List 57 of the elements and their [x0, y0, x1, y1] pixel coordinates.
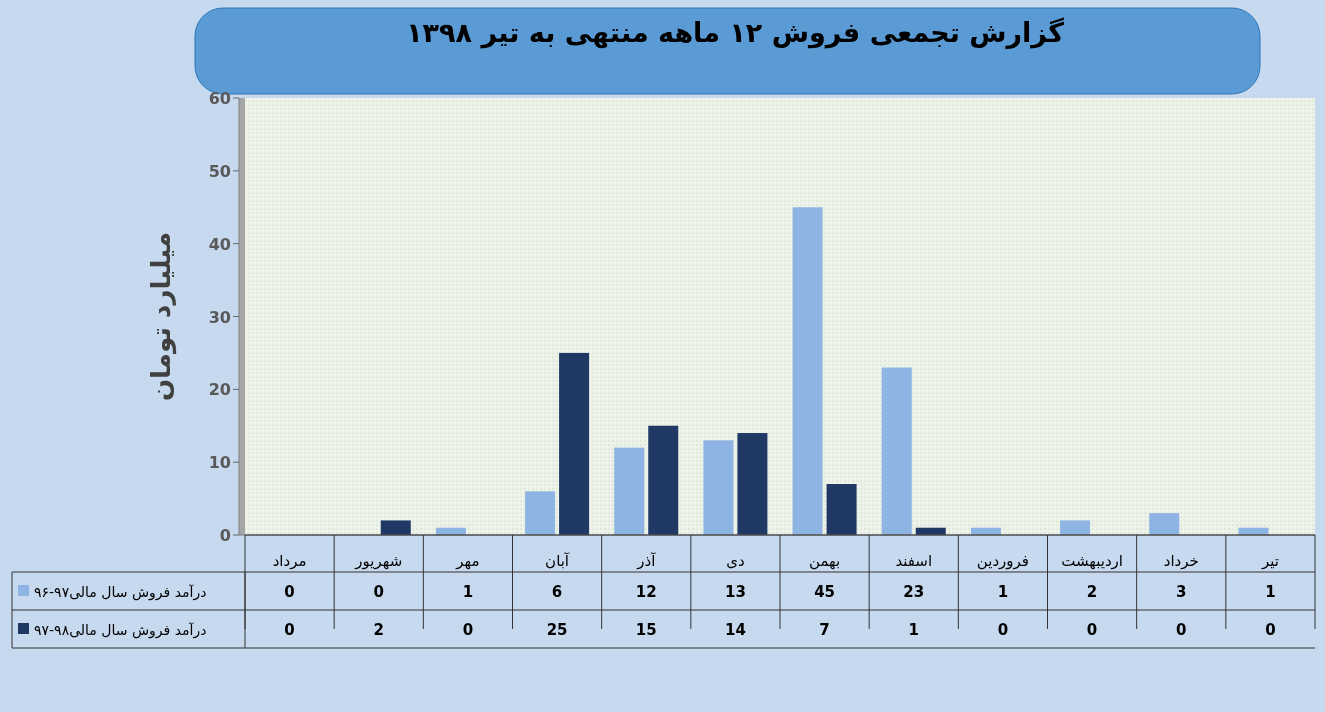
data-label: 0	[1176, 621, 1187, 639]
data-label: 1	[462, 583, 474, 601]
bar	[792, 207, 823, 535]
data-label: 1	[1265, 583, 1276, 601]
y-tick-label: 40	[208, 234, 231, 254]
data-label: 6	[551, 583, 563, 601]
data-label: 0	[462, 621, 474, 639]
data-label: 2	[1086, 583, 1098, 601]
data-label: 0	[373, 583, 384, 601]
bar	[1060, 520, 1091, 535]
x-tick-label: مرداد	[272, 552, 307, 570]
data-label: 25	[546, 621, 568, 639]
data-label: 13	[724, 583, 746, 601]
x-tick-label: اسفند	[895, 552, 933, 570]
bar	[380, 520, 411, 535]
x-tick-label: بهمن	[808, 552, 841, 570]
data-label: 0	[284, 621, 295, 639]
x-tick-label: آذر	[636, 552, 657, 570]
data-label: 45	[814, 583, 836, 601]
x-tick-label: آبان	[545, 552, 570, 570]
bar	[525, 491, 556, 535]
y-axis-title: میلیارد تومان	[146, 231, 177, 402]
bar	[648, 425, 679, 535]
x-tick-label: تیر	[1260, 552, 1279, 570]
bar	[737, 433, 768, 535]
data-label: 23	[903, 583, 925, 601]
x-tick-label: خرداد	[1163, 552, 1199, 570]
data-label: 1	[997, 583, 1009, 601]
y-tick-label: 30	[208, 307, 231, 327]
x-tick-label: فروردین	[976, 552, 1030, 570]
data-label: 15	[635, 621, 657, 639]
bar	[614, 447, 645, 535]
data-label: 7	[819, 621, 830, 639]
data-label: 0	[997, 621, 1009, 639]
bar	[881, 367, 912, 535]
data-label: 0	[1265, 621, 1276, 639]
y-tick-label: 0	[219, 526, 231, 545]
data-label: 12	[635, 583, 657, 601]
x-tick-label: مهر	[455, 552, 480, 570]
data-label: 2	[373, 621, 384, 639]
x-tick-label: دی	[726, 552, 745, 570]
y-tick-label: 10	[208, 453, 231, 473]
bar	[703, 440, 734, 535]
bar	[1149, 513, 1180, 535]
bar	[826, 484, 857, 535]
data-label: 0	[284, 583, 295, 601]
y-tick-label: 60	[208, 89, 231, 108]
data-label: 14	[724, 621, 746, 639]
x-tick-label: اردیبهشت	[1061, 552, 1123, 570]
data-label: 1	[908, 621, 919, 639]
y-tick-label: 20	[208, 380, 231, 400]
x-tick-label: شهریور	[354, 552, 403, 570]
bar	[559, 352, 590, 535]
data-label: 3	[1176, 583, 1187, 601]
data-label: 0	[1086, 621, 1098, 639]
y-tick-label: 50	[208, 161, 231, 181]
chart-title: گزارش تجمعی فروش ۱۲ ماهه منتهی به تیر ۱۳۹۸	[406, 17, 1065, 49]
